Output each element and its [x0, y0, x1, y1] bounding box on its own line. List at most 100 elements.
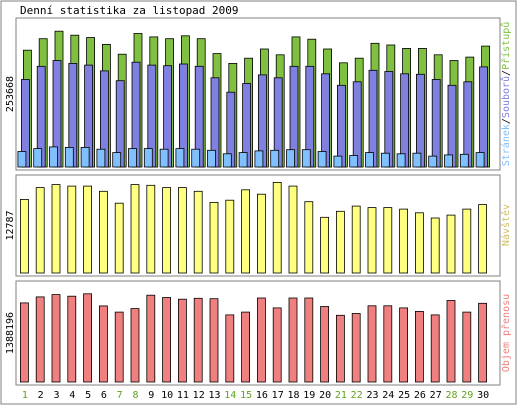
bar-str-nek-day-6 — [96, 148, 106, 168]
panel-1-y-max-label: 253668 — [5, 76, 16, 112]
bar-panel-2-day-24 — [383, 207, 393, 274]
bar-str-nek-day-9 — [143, 148, 153, 168]
bar-panel-3-day-30 — [478, 302, 488, 383]
bar-panel-3-day-5 — [83, 293, 92, 383]
bar-panel-3-day-15 — [241, 311, 251, 383]
bar-str-nek-day-15 — [238, 152, 248, 168]
bar-str-nek-day-24 — [380, 152, 390, 168]
day-label-4: 4 — [69, 390, 75, 401]
bar-panel-2-day-27 — [430, 217, 440, 274]
bar-panel-2-day-21 — [335, 210, 345, 274]
bar-panel-3-day-12 — [193, 297, 203, 383]
bar-panel-3-day-18 — [288, 297, 298, 383]
day-label-12: 12 — [193, 390, 205, 401]
day-label-2: 2 — [38, 390, 44, 401]
bar-str-nek-day-23 — [365, 152, 374, 168]
bar-panel-3-day-6 — [99, 305, 108, 383]
bar-panel-3-day-16 — [256, 297, 266, 383]
bar-str-nek-day-5 — [80, 146, 90, 168]
bar-str-nek-day-20 — [317, 151, 327, 168]
bar-str-nek-day-8 — [128, 148, 137, 168]
bar-panel-2-day-3 — [51, 184, 61, 274]
bar-panel-2-day-14 — [225, 199, 235, 274]
bar-panel-2-day-30 — [478, 204, 488, 274]
bar-panel-3-day-8 — [130, 308, 140, 383]
day-label-21: 21 — [335, 390, 347, 401]
bar-panel-3-day-27 — [430, 314, 440, 383]
bar-panel-2-day-17 — [272, 181, 282, 274]
bar-panel-2-day-15 — [241, 189, 251, 274]
bar-panel-2-day-19 — [304, 201, 314, 274]
day-label-25: 25 — [398, 390, 410, 401]
bar-panel-2-day-28 — [446, 214, 456, 274]
legend-1: Stránek — [500, 124, 512, 166]
bar-panel-2-day-11 — [177, 187, 187, 274]
panel-2-y-max-label: 12787 — [5, 210, 16, 240]
bar-panel-2-day-8 — [130, 184, 140, 274]
bar-soubor--day-24 — [384, 71, 394, 168]
day-label-16: 16 — [256, 390, 268, 401]
bar-str-nek-day-13 — [207, 149, 216, 168]
day-label-24: 24 — [382, 390, 394, 401]
bar-panel-2-day-4 — [67, 185, 77, 274]
day-label-19: 19 — [303, 390, 315, 401]
bar-panel-3-day-19 — [304, 297, 314, 383]
day-label-26: 26 — [414, 390, 426, 401]
day-label-8: 8 — [132, 390, 138, 401]
day-label-9: 9 — [148, 390, 154, 401]
day-label-10: 10 — [161, 390, 173, 401]
day-label-23: 23 — [366, 390, 378, 401]
day-label-17: 17 — [272, 390, 284, 401]
day-label-5: 5 — [85, 390, 91, 401]
bar-str-nek-day-21 — [333, 155, 343, 168]
bar-panel-2-day-12 — [193, 190, 203, 274]
bar-panel-2-day-1 — [19, 198, 29, 274]
bar-str-nek-day-30 — [475, 152, 485, 168]
bar-str-nek-day-26 — [412, 152, 422, 168]
bar-panel-2-day-18 — [288, 185, 298, 274]
bar-str-nek-day-11 — [175, 148, 185, 168]
bar-str-nek-day-2 — [33, 148, 43, 168]
bar-panel-3-day-20 — [320, 306, 330, 383]
day-label-11: 11 — [177, 390, 189, 401]
day-label-28: 28 — [445, 390, 457, 401]
bar-str-nek-day-25 — [396, 153, 406, 168]
day-label-30: 30 — [477, 390, 489, 401]
bar-soubor--day-25 — [400, 73, 410, 168]
day-label-3: 3 — [53, 390, 59, 401]
bar-panel-3-day-2 — [35, 296, 45, 383]
bar-panel-3-day-13 — [209, 298, 219, 383]
bar-panel-3-day-24 — [383, 305, 393, 383]
bar-panel-2-day-6 — [99, 190, 108, 274]
day-label-6: 6 — [101, 390, 107, 401]
bar-panel-2-day-13 — [209, 201, 219, 274]
panel-3-frame — [15, 280, 501, 386]
bar-str-nek-day-12 — [191, 148, 201, 168]
day-label-15: 15 — [240, 390, 252, 401]
bar-str-nek-day-10 — [159, 148, 169, 168]
day-label-1: 1 — [22, 390, 28, 401]
bar-panel-3-day-26 — [414, 310, 424, 383]
panel-1-legend: Stránek/Souborů/Přístupů — [500, 22, 512, 167]
bar-panel-2-day-22 — [351, 205, 361, 274]
panel-2-legend: Návštěv — [500, 204, 512, 246]
day-label-18: 18 — [287, 390, 299, 401]
bar-panel-2-day-23 — [367, 207, 377, 274]
day-label-13: 13 — [208, 390, 220, 401]
bar-str-nek-day-17 — [270, 149, 280, 168]
bar-panel-2-day-25 — [399, 208, 409, 274]
bar-panel-3-day-23 — [367, 305, 377, 383]
bar-panel-2-day-20 — [320, 216, 330, 274]
legend-3: Přístupů — [500, 22, 512, 70]
day-label-27: 27 — [430, 390, 442, 401]
panel-1-frame — [15, 17, 501, 171]
day-label-20: 20 — [319, 390, 331, 401]
bar-panel-3-day-28 — [446, 300, 456, 383]
day-label-22: 22 — [351, 390, 363, 401]
bar-panel-3-day-7 — [114, 311, 124, 383]
bar-str-nek-day-29 — [459, 153, 469, 168]
day-label-14: 14 — [224, 390, 236, 401]
bar-panel-2-day-10 — [162, 187, 172, 274]
bar-panel-3-day-17 — [272, 307, 282, 383]
